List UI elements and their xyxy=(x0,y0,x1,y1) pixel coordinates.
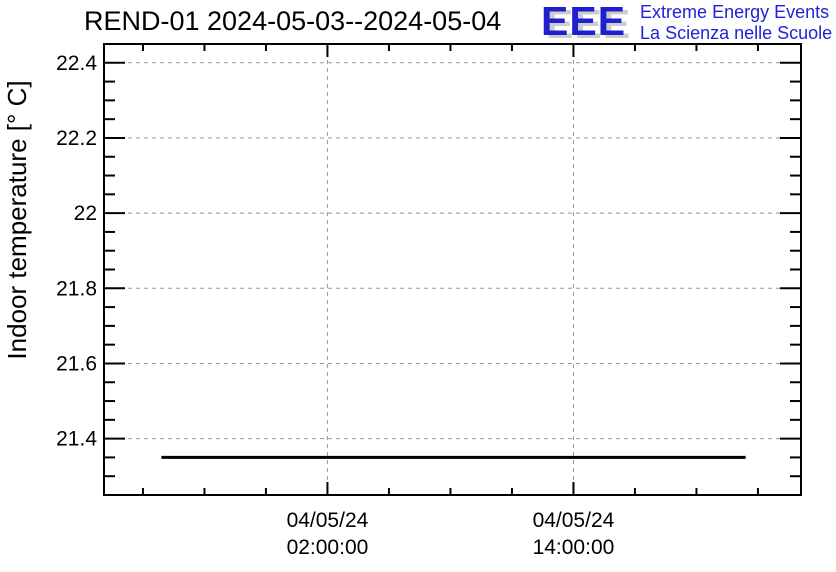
x-tick-label-time: 14:00:00 xyxy=(533,536,615,559)
y-tick-label: 22.4 xyxy=(56,52,97,75)
x-tick-label-date: 04/05/24 xyxy=(287,509,369,532)
eee-logo-line2: La Scienza nelle Scuole xyxy=(640,23,833,43)
plot-title: REND-01 2024-05-03--2024-05-04 xyxy=(84,6,502,36)
y-tick-label: 21.4 xyxy=(56,428,97,451)
y-tick-label: 21.8 xyxy=(56,277,97,300)
y-axis-title: Indoor temperature [° C] xyxy=(2,80,32,359)
plot-frame xyxy=(103,43,802,496)
y-tick-label: 22 xyxy=(74,202,97,225)
x-tick-label-time: 02:00:00 xyxy=(287,536,369,559)
eee-logo-line1: Extreme Energy Events xyxy=(640,2,830,22)
y-tick-label: 21.6 xyxy=(56,352,97,375)
eee-logo: EEE Extreme Energy Events La Scienza nel… xyxy=(541,0,832,44)
eee-logo-acronym: EEE xyxy=(541,0,627,44)
x-tick-label-date: 04/05/24 xyxy=(533,509,615,532)
eee-logo-text: Extreme Energy Events La Scienza nelle S… xyxy=(640,2,832,44)
y-tick-label: 22.2 xyxy=(56,127,97,150)
